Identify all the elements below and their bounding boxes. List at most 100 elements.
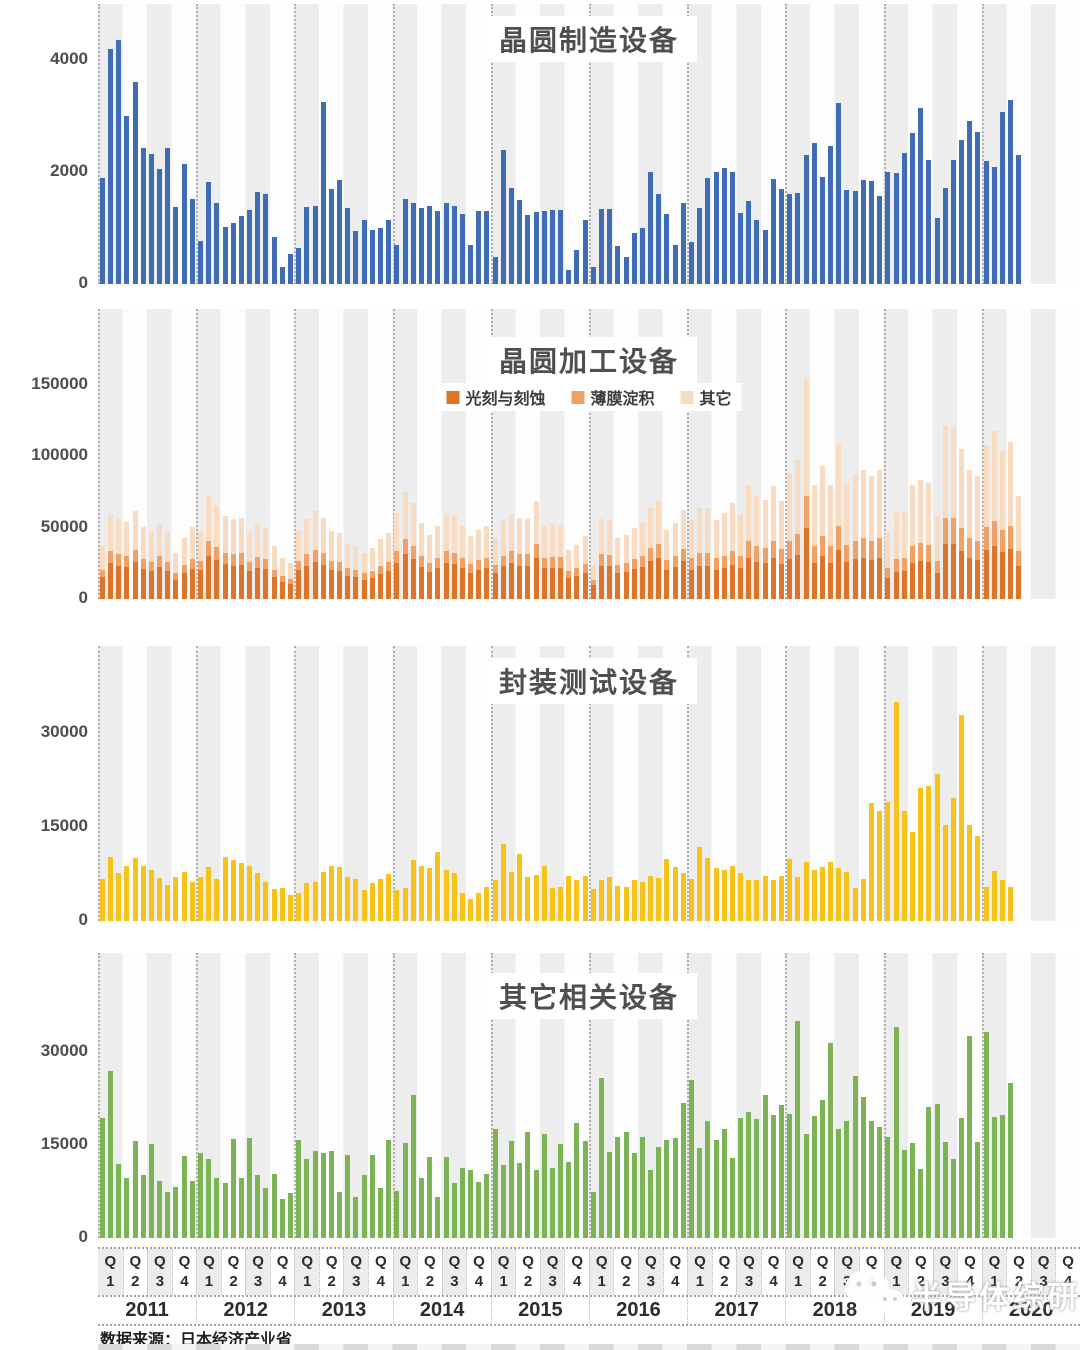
bar	[631, 1153, 637, 1238]
bar	[852, 1075, 858, 1238]
bar	[574, 879, 580, 921]
bar-segment	[738, 568, 744, 599]
bar	[402, 198, 408, 284]
bar-segment	[500, 566, 506, 599]
bar	[304, 206, 310, 284]
bar-segment	[909, 562, 915, 599]
bar	[983, 886, 989, 921]
bar-segment	[664, 529, 670, 560]
bar	[959, 715, 965, 921]
bar	[198, 1153, 203, 1238]
bar	[304, 1158, 310, 1238]
bar-segment	[574, 544, 580, 569]
year-separator-line	[490, 953, 493, 1238]
bar-segment	[328, 531, 334, 562]
bar-segment	[934, 572, 940, 599]
bar	[369, 229, 375, 284]
bar-segment	[443, 551, 449, 564]
bar	[508, 1140, 514, 1238]
bar-segment	[222, 516, 228, 553]
bar-segment	[844, 544, 850, 562]
bar	[656, 194, 662, 284]
bar	[754, 1119, 760, 1238]
bar	[819, 866, 825, 921]
bar-segment	[828, 562, 834, 599]
bar-segment	[99, 569, 105, 577]
bar	[689, 242, 694, 284]
year-separator-line	[785, 4, 788, 284]
bar	[754, 220, 760, 284]
bar-segment	[320, 517, 326, 554]
bar	[754, 880, 760, 921]
bar	[353, 230, 359, 284]
bar	[288, 894, 294, 921]
bar	[582, 875, 588, 921]
bar	[288, 253, 294, 284]
year-separator-line	[883, 953, 886, 1238]
bar-segment	[418, 566, 424, 599]
bar	[975, 1141, 981, 1238]
bar	[967, 825, 973, 921]
bar	[942, 1141, 948, 1238]
year-separator-line	[687, 4, 690, 284]
bar	[124, 116, 130, 284]
bar	[697, 208, 703, 284]
bar	[157, 169, 163, 284]
bar-segment	[443, 563, 449, 599]
bar-segment	[402, 554, 408, 599]
bar	[296, 1140, 302, 1238]
year-separator-line	[294, 309, 297, 599]
bar-segment	[713, 570, 719, 599]
bar	[206, 867, 212, 921]
bar-segment	[140, 569, 146, 599]
bar	[639, 881, 645, 921]
bar	[386, 220, 392, 284]
bar	[222, 1182, 228, 1238]
bar-segment	[795, 534, 801, 555]
bar-segment	[222, 552, 228, 565]
bar	[378, 228, 384, 284]
bar-segment	[713, 558, 719, 571]
bar	[320, 1153, 326, 1238]
bar	[230, 1138, 236, 1238]
bar-segment	[173, 552, 179, 574]
year-label: 2017	[687, 1297, 785, 1324]
bar-segment	[517, 565, 523, 599]
bar-segment	[451, 516, 457, 553]
bar	[288, 1193, 294, 1238]
bar	[819, 176, 825, 284]
bar	[279, 887, 285, 921]
bar	[648, 875, 654, 921]
bar-segment	[680, 561, 686, 599]
bar-segment	[558, 524, 564, 557]
bar-segment	[754, 546, 760, 562]
bar-segment	[230, 565, 236, 599]
bar	[811, 1115, 817, 1238]
bar-segment	[1016, 496, 1022, 551]
bar	[148, 154, 154, 284]
bar	[541, 865, 547, 921]
year-separator-line	[98, 646, 100, 921]
year-separator-line	[981, 646, 984, 921]
bar	[877, 811, 883, 921]
bar-segment	[238, 553, 244, 565]
bar	[99, 1117, 105, 1238]
bar-segment	[885, 567, 891, 578]
bar	[410, 202, 416, 284]
bar-segment	[811, 484, 817, 546]
bar	[598, 880, 604, 921]
bar	[934, 1103, 940, 1238]
bar	[427, 206, 433, 284]
bar	[615, 885, 621, 921]
bar	[615, 245, 621, 284]
bar-segment	[279, 581, 285, 599]
bar-segment	[279, 557, 285, 577]
bar-segment	[918, 479, 924, 544]
